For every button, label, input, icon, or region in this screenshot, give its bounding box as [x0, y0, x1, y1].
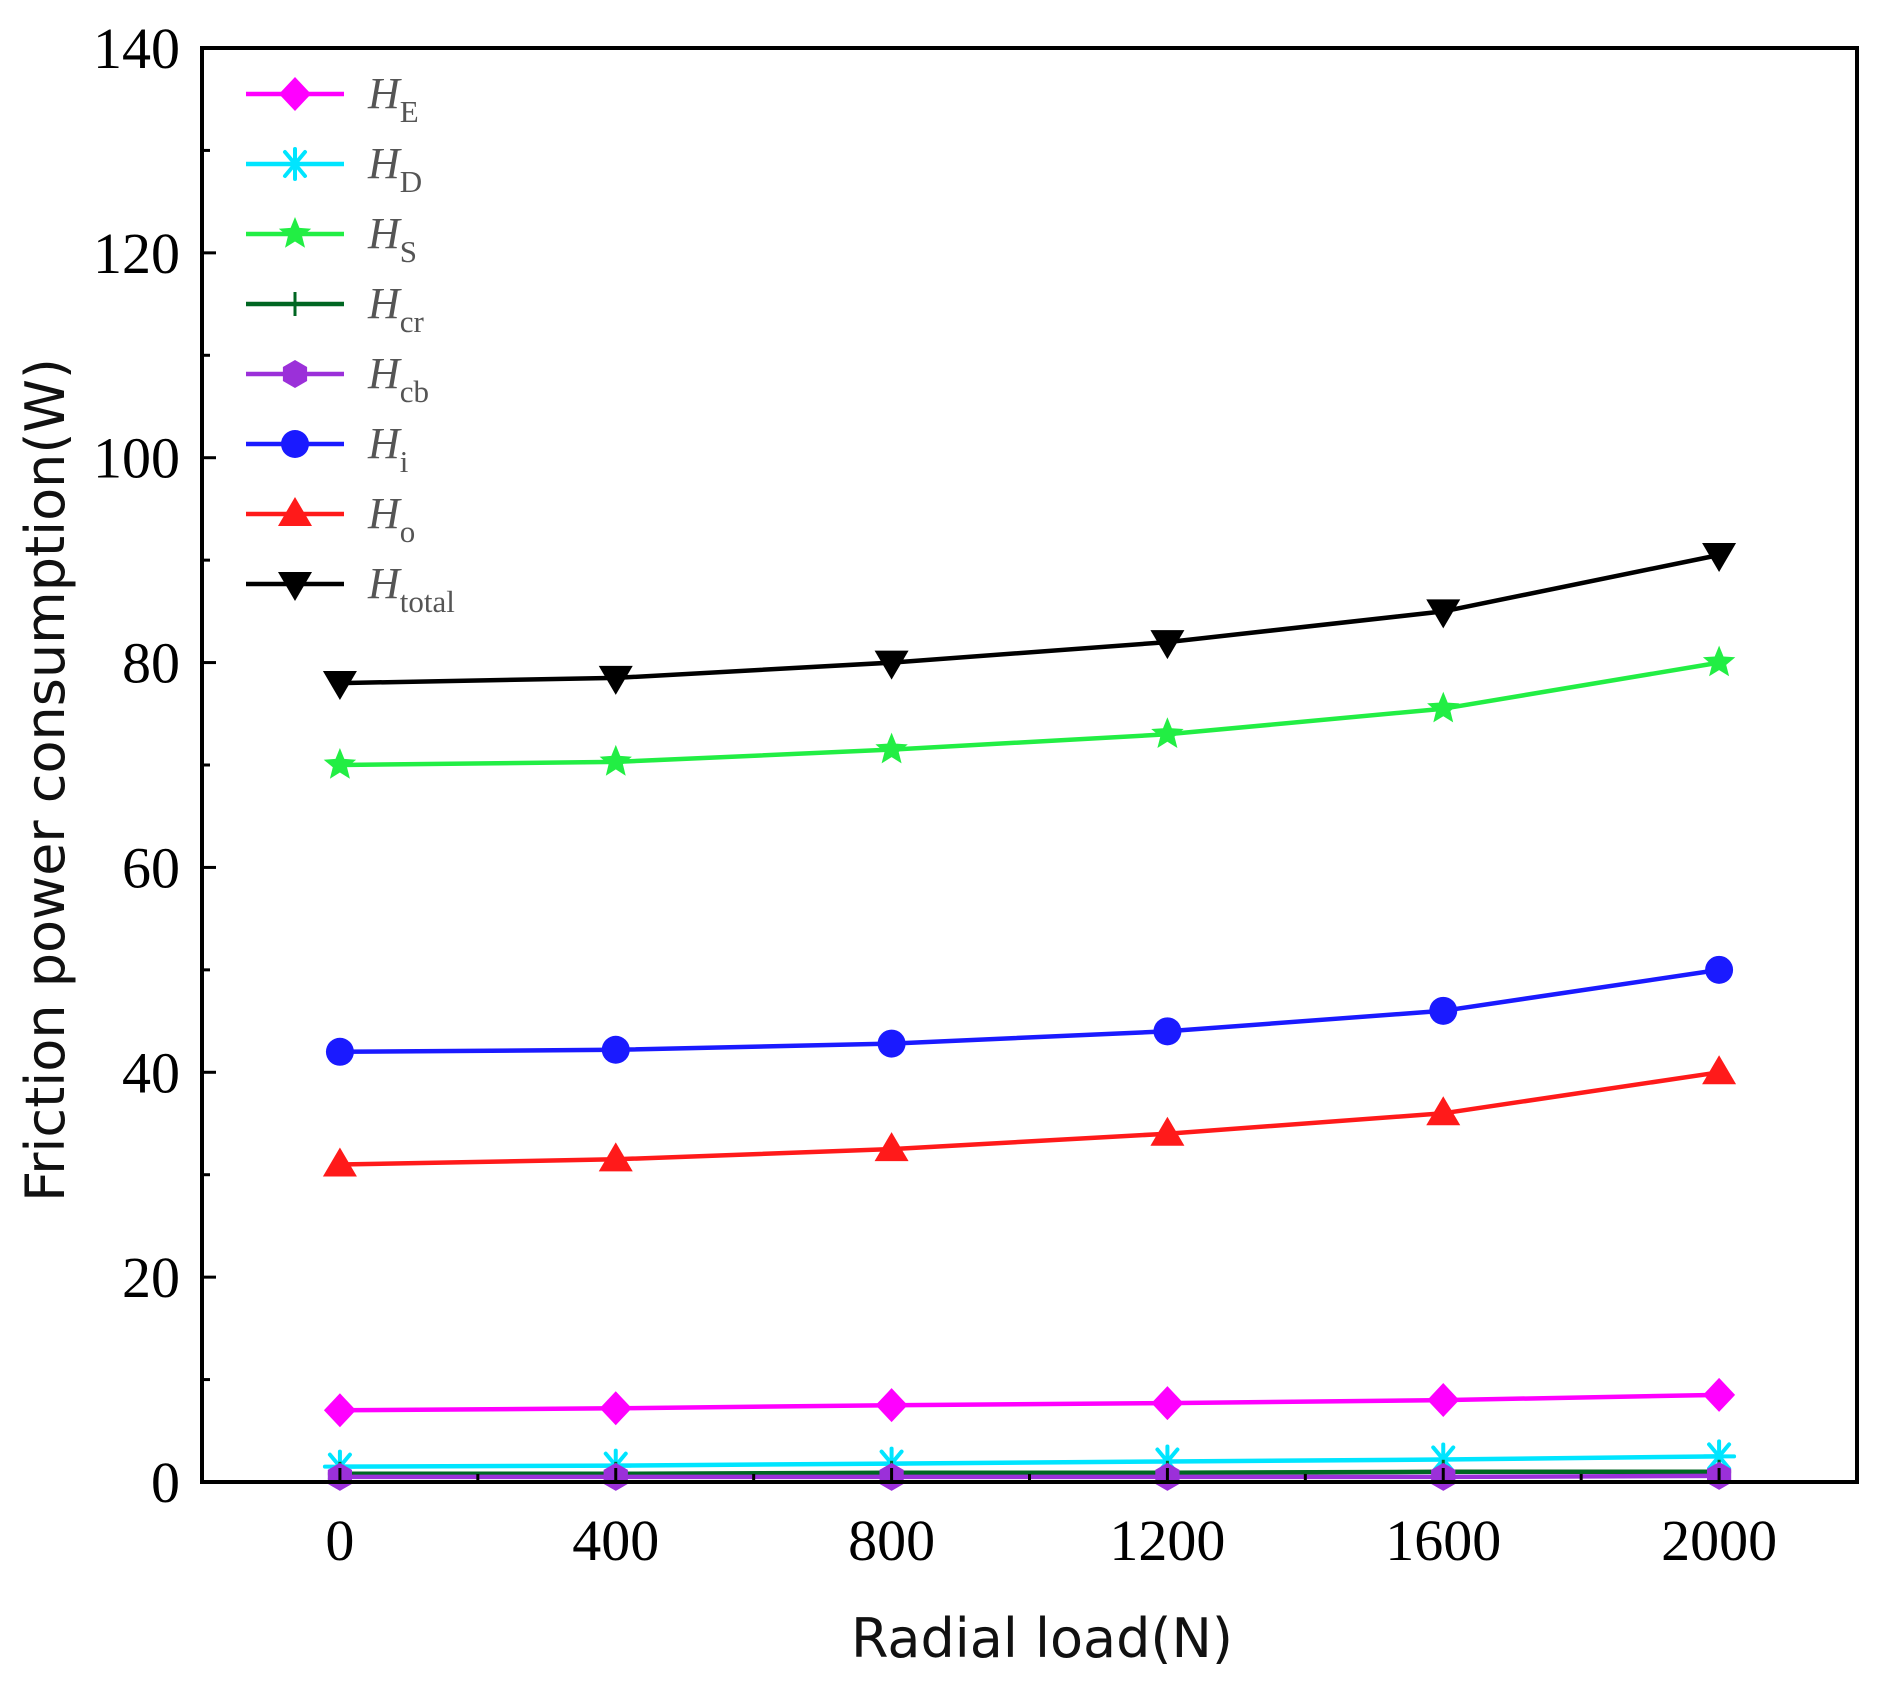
- legend-label: Ho: [367, 489, 415, 549]
- legend-entry: HD: [246, 139, 422, 199]
- data-point: [874, 1132, 909, 1162]
- legend-label: HE: [367, 69, 419, 129]
- legend-swatch-marker: [278, 497, 312, 526]
- legend-label: HS: [367, 209, 417, 269]
- legend-entry: HS: [246, 209, 417, 269]
- data-point: [874, 650, 909, 680]
- data-point: [1151, 1386, 1184, 1421]
- legend-entry: Hcr: [246, 279, 425, 339]
- data-point: [323, 748, 357, 779]
- legend-entry: Ho: [246, 489, 415, 549]
- x-tick-label: 400: [572, 1508, 659, 1573]
- legend-entry: HE: [246, 69, 419, 129]
- data-point: [1702, 645, 1736, 677]
- data-point: [599, 1391, 632, 1426]
- legend-label: Hcr: [367, 279, 425, 339]
- data-point: [1427, 691, 1460, 723]
- data-point: [598, 665, 633, 695]
- y-tick-label: 100: [93, 426, 180, 491]
- x-tick-label: 800: [848, 1508, 935, 1573]
- legend-label: HD: [367, 139, 422, 199]
- data-point: [601, 1035, 630, 1064]
- data-point: [877, 1029, 906, 1058]
- data-point: [1426, 1096, 1461, 1126]
- data-point: [599, 744, 632, 776]
- y-tick-label: 80: [122, 631, 180, 696]
- y-axis-label: Friction power consumption(W): [14, 358, 77, 1202]
- series-line: [339, 552, 1720, 686]
- series-line: [339, 1392, 1720, 1413]
- legend-label: Hi: [367, 419, 409, 479]
- data-point: [1150, 630, 1185, 660]
- data-point: [1153, 1017, 1182, 1046]
- chart-marks: [322, 543, 1737, 1491]
- chart-axes: 0 20 40 60 80 100 120 140 0 400 800 1200 1600 2000: [93, 16, 1859, 1573]
- legend-swatch-marker: [278, 217, 312, 248]
- series-h-i: [325, 955, 1734, 1066]
- legend-entry: Hcb: [246, 349, 429, 409]
- y-tick-label: 60: [122, 835, 180, 900]
- y-tick-label: 0: [151, 1450, 180, 1515]
- series-h-s: [323, 645, 1736, 779]
- data-point: [1150, 1116, 1185, 1146]
- y-tick-label: 120: [93, 221, 180, 286]
- data-point: [875, 732, 908, 764]
- legend-label: Hcb: [367, 349, 429, 409]
- data-point: [322, 671, 357, 701]
- x-axis-label: Radial load(N): [851, 1607, 1233, 1670]
- series-h-o: [322, 1055, 1737, 1177]
- legend-swatch-marker: [282, 360, 308, 388]
- data-point: [1705, 955, 1734, 984]
- series-line: [339, 1070, 1720, 1167]
- y-tick-label: 40: [122, 1040, 180, 1105]
- x-tick-label: 1200: [1109, 1508, 1225, 1573]
- data-point: [1151, 717, 1184, 748]
- legend-swatch-marker: [278, 572, 312, 601]
- legend-swatch-marker: [283, 292, 307, 316]
- data-point: [875, 1388, 908, 1423]
- series-line: [339, 967, 1720, 1055]
- data-point: [1426, 599, 1461, 629]
- series-line: [339, 1454, 1720, 1469]
- data-point: [1702, 1055, 1737, 1085]
- data-point: [1429, 996, 1458, 1025]
- series-h-e: [323, 1377, 1736, 1428]
- data-point: [1702, 543, 1737, 573]
- data-point: [1427, 1383, 1460, 1418]
- legend-label: Htotal: [367, 559, 455, 619]
- series-line: [339, 660, 1720, 768]
- data-point: [323, 1393, 356, 1428]
- legend-swatch-marker: [279, 77, 311, 111]
- x-tick-label: 2000: [1661, 1508, 1777, 1573]
- data-point: [322, 1147, 357, 1177]
- series-h-total: [322, 543, 1737, 701]
- y-tick-label: 140: [93, 16, 180, 81]
- legend-entry: Htotal: [246, 559, 455, 619]
- y-tick-label: 20: [122, 1245, 180, 1310]
- data-point: [598, 1142, 633, 1172]
- chart-legend: HE HD HS Hcr Hcb Hi Ho Htotal: [246, 69, 455, 619]
- legend-swatch-marker: [278, 147, 312, 181]
- data-point: [1703, 1377, 1736, 1412]
- x-tick-label: 0: [325, 1508, 354, 1573]
- series-line: [339, 1469, 1720, 1477]
- data-point: [325, 1037, 354, 1066]
- legend-entry: Hi: [246, 419, 409, 479]
- legend-swatch-marker: [281, 430, 309, 458]
- x-tick-label: 1600: [1385, 1508, 1501, 1573]
